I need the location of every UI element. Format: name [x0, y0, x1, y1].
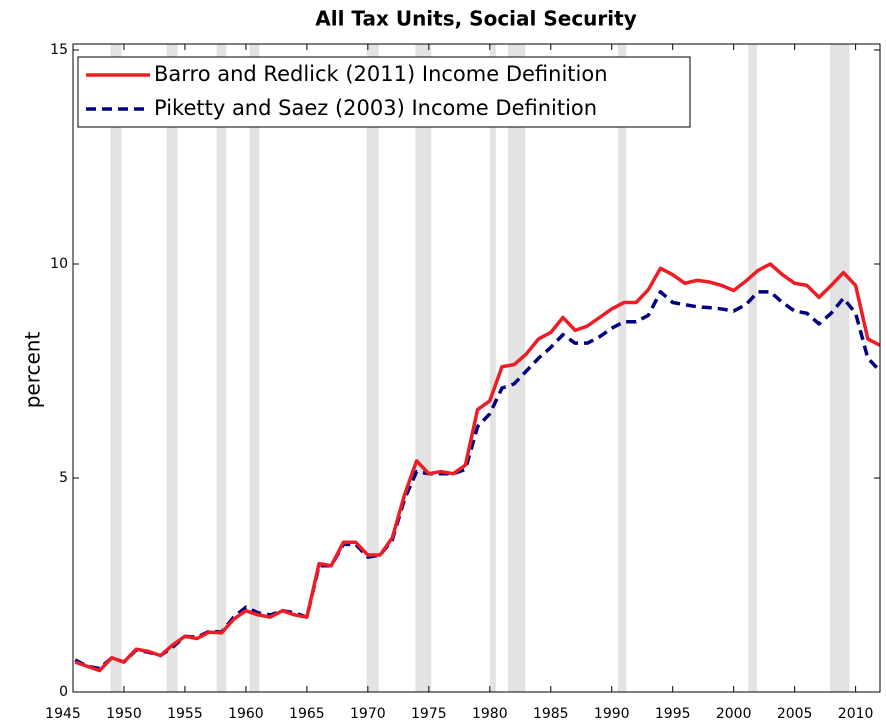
- x-tick-label: 1970: [350, 706, 386, 722]
- data-line: [74, 262, 881, 673]
- x-tick-label: 1995: [655, 706, 691, 722]
- x-tick-label: 1990: [594, 706, 630, 722]
- x-tick-label: 2000: [716, 706, 752, 722]
- y-tick-label: 5: [59, 470, 68, 486]
- recession-band: [249, 44, 260, 692]
- chart-title: All Tax Units, Social Security: [315, 7, 636, 31]
- legend-box: [77, 56, 691, 128]
- recession-band: [830, 44, 850, 692]
- y-tick-label: 15: [50, 42, 68, 58]
- recession-band: [415, 44, 432, 692]
- recession-band: [216, 44, 227, 692]
- x-tick-label: 1980: [472, 706, 508, 722]
- x-tick-label: 1985: [533, 706, 569, 722]
- recession-band: [508, 44, 526, 692]
- legend-label: Piketty and Saez (2003) Income Definitio…: [154, 96, 597, 120]
- x-tick-label: 1950: [106, 706, 142, 722]
- x-tick-label: 1945: [45, 706, 81, 722]
- y-tick-label: 0: [59, 684, 68, 700]
- recession-band: [366, 44, 379, 692]
- recession-band: [489, 44, 496, 692]
- data-line: [74, 290, 882, 671]
- x-tick-label: 1960: [228, 706, 264, 722]
- legend-label: Barro and Redlick (2011) Income Definiti…: [154, 62, 608, 86]
- recession-band: [166, 44, 178, 692]
- plot-frame: [72, 43, 881, 693]
- x-tick-label: 2010: [838, 706, 874, 722]
- x-tick-label: 1975: [411, 706, 447, 722]
- x-tick-label: 2005: [777, 706, 813, 722]
- x-tick-label: 1965: [289, 706, 325, 722]
- y-axis-label: percent: [21, 332, 45, 409]
- recession-band: [617, 44, 627, 692]
- x-tick-label: 1955: [167, 706, 203, 722]
- y-tick-label: 10: [50, 256, 68, 272]
- recession-band: [110, 44, 122, 692]
- recession-band: [748, 44, 757, 692]
